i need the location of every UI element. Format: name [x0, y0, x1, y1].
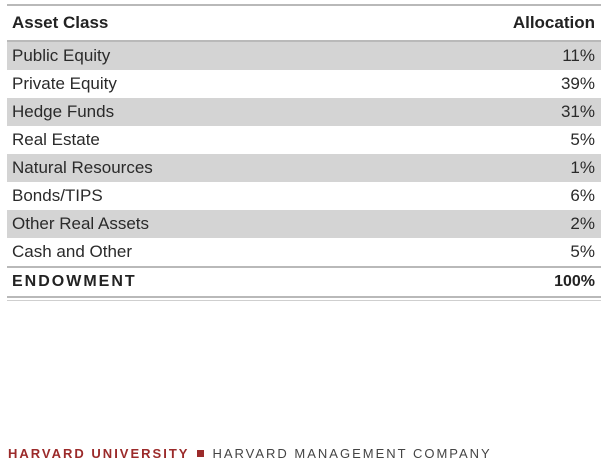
row-label: Hedge Funds	[12, 102, 115, 121]
row-label: Cash and Other	[12, 242, 133, 261]
allocation-table: Asset Class Allocation Public Equity 11%…	[7, 4, 601, 301]
row-value: 5%	[570, 242, 595, 261]
row-label: Other Real Assets	[12, 214, 150, 233]
footer: HARVARD UNIVERSITY HARVARD MANAGEMENT CO…	[8, 446, 492, 461]
row-label: Real Estate	[12, 130, 100, 149]
row-value: 31%	[560, 102, 595, 121]
table-top-rule	[7, 4, 601, 6]
row-value: 6%	[570, 186, 595, 205]
row-value: 11%	[562, 46, 595, 65]
square-separator-icon	[197, 450, 205, 457]
table-bottom-rule-thin	[7, 300, 601, 301]
table-row: Public Equity 11%	[7, 42, 601, 70]
table-row: Hedge Funds 31%	[7, 98, 601, 126]
row-label: Private Equity	[12, 74, 117, 93]
table-header: Asset Class Allocation	[7, 6, 601, 40]
table-row: Natural Resources 1%	[7, 154, 601, 182]
allocation-header: Allocation	[512, 13, 595, 32]
total-rule	[7, 266, 601, 268]
table-bottom-rule	[7, 296, 601, 298]
row-value: 2%	[570, 214, 595, 233]
row-value: 1%	[570, 158, 595, 177]
total-label: ENDOWMENT	[12, 273, 137, 290]
row-label: Public Equity	[12, 46, 111, 65]
row-label: Bonds/TIPS	[12, 186, 103, 205]
table-row: Real Estate 5%	[7, 126, 601, 154]
header-rule	[7, 40, 601, 42]
row-value: 39%	[560, 74, 595, 93]
university-name: HARVARD UNIVERSITY	[8, 446, 190, 461]
table-row: Private Equity 39%	[7, 70, 601, 98]
asset-class-header: Asset Class	[12, 13, 109, 32]
table-row: Cash and Other 5%	[7, 238, 601, 266]
total-value: 100%	[554, 273, 595, 290]
company-name: HARVARD MANAGEMENT COMPANY	[212, 446, 492, 461]
total-row: ENDOWMENT 100%	[7, 268, 601, 296]
row-label: Natural Resources	[12, 158, 153, 177]
table-row: Bonds/TIPS 6%	[7, 182, 601, 210]
row-value: 5%	[570, 130, 595, 149]
table-row: Other Real Assets 2%	[7, 210, 601, 238]
